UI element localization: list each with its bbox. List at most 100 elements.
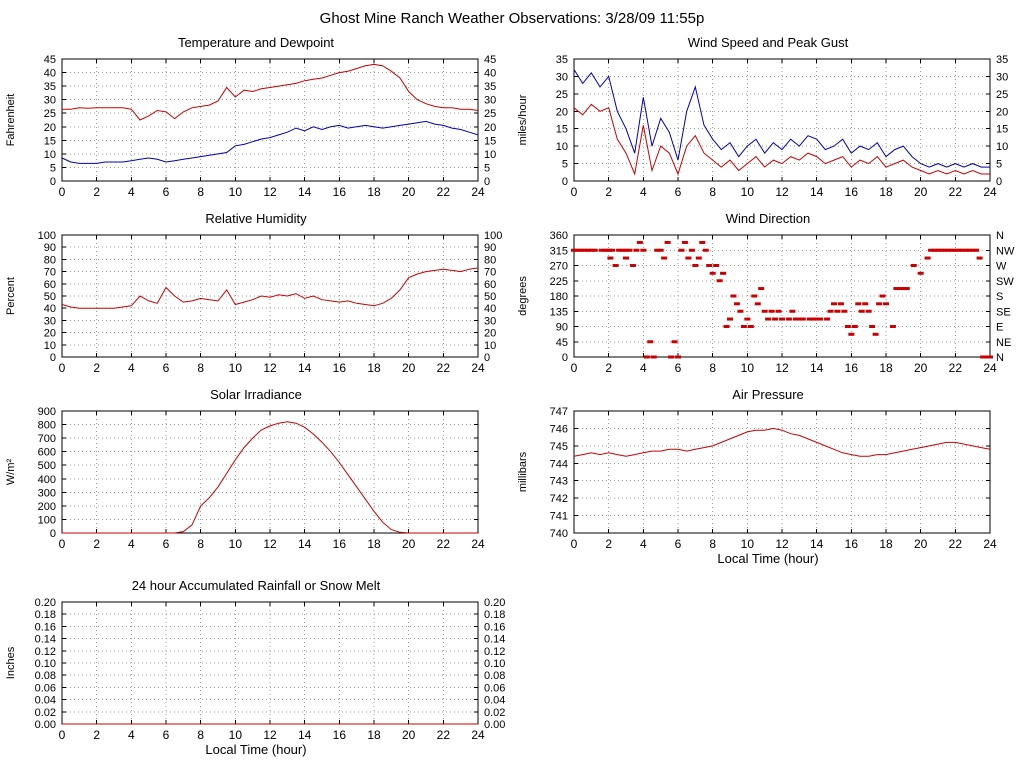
svg-text:24: 24	[471, 728, 485, 742]
svg-text:100: 100	[38, 230, 56, 242]
svg-text:50: 50	[484, 291, 496, 303]
svg-text:12: 12	[775, 185, 789, 199]
svg-text:0.06: 0.06	[35, 682, 56, 694]
svg-text:22: 22	[949, 185, 963, 199]
svg-text:10: 10	[229, 361, 243, 375]
svg-text:18: 18	[367, 728, 381, 742]
svg-text:22: 22	[437, 185, 451, 199]
svg-text:8: 8	[197, 361, 204, 375]
svg-text:25: 25	[556, 89, 568, 101]
svg-text:0: 0	[50, 352, 56, 364]
svg-text:45: 45	[484, 54, 496, 66]
svg-text:22: 22	[437, 361, 451, 375]
svg-text:18: 18	[367, 185, 381, 199]
svg-text:6: 6	[163, 537, 170, 551]
svg-text:SE: SE	[996, 306, 1011, 318]
svg-text:360: 360	[550, 230, 568, 242]
svg-text:10: 10	[741, 537, 755, 551]
chart-temperature-dewpoint: Temperature and Dewpoint 0 2 4 6 8 10 12 14 16 18…	[0, 33, 512, 199]
svg-text:NW: NW	[996, 245, 1015, 257]
svg-text:746: 746	[550, 423, 568, 435]
svg-text:12: 12	[263, 361, 277, 375]
svg-text:0.00: 0.00	[35, 719, 56, 731]
svg-text:12: 12	[263, 537, 277, 551]
svg-text:E: E	[996, 322, 1003, 334]
svg-text:2: 2	[605, 185, 612, 199]
chart-wind-speed-gust: Wind Speed and Peak Gust 0 2 4 6 8 10 12 14 16 18…	[512, 33, 1024, 199]
svg-text:18: 18	[367, 361, 381, 375]
svg-text:8: 8	[709, 537, 716, 551]
svg-text:0: 0	[59, 361, 66, 375]
svg-text:14: 14	[298, 537, 312, 551]
svg-text:0.20: 0.20	[35, 597, 56, 609]
svg-text:15: 15	[996, 124, 1008, 136]
svg-text:22: 22	[437, 537, 451, 551]
svg-text:0.16: 0.16	[35, 621, 56, 633]
rainfall-chart-title: 24 hour Accumulated Rainfall or Snow Mel…	[131, 578, 381, 593]
svg-text:744: 744	[550, 458, 568, 470]
svg-text:Inches: Inches	[5, 646, 17, 679]
svg-text:900: 900	[38, 406, 56, 418]
svg-text:8: 8	[197, 185, 204, 199]
svg-text:40: 40	[484, 303, 496, 315]
svg-text:0: 0	[59, 185, 66, 199]
svg-text:70: 70	[44, 267, 56, 279]
svg-text:315: 315	[550, 245, 568, 257]
svg-text:30: 30	[484, 95, 496, 107]
svg-text:25: 25	[484, 108, 496, 120]
svg-text:20: 20	[402, 728, 416, 742]
svg-text:600: 600	[38, 447, 56, 459]
svg-text:300: 300	[38, 487, 56, 499]
svg-text:400: 400	[38, 474, 56, 486]
svg-text:30: 30	[996, 71, 1008, 83]
svg-text:0.02: 0.02	[35, 707, 56, 719]
svg-text:10: 10	[996, 141, 1008, 153]
svg-text:0: 0	[50, 176, 56, 188]
svg-text:10: 10	[556, 141, 568, 153]
svg-text:100: 100	[484, 230, 502, 242]
chart-relative-humidity: Relative Humidity 0 2 4 6 8 10 12 14 16 18 20 22 24 0…	[0, 209, 512, 375]
svg-text:90: 90	[556, 322, 568, 334]
svg-text:4: 4	[128, 728, 135, 742]
chart-solar-irradiance: Solar Irradiance 0 2 4 6 8 10 12 14 16 18 20 22 24 0 1…	[0, 385, 512, 566]
svg-text:10: 10	[484, 149, 496, 161]
svg-text:6: 6	[163, 185, 170, 199]
solar-irradiance-plot: 0 2 4 6 8 10 12 14 16 18 20 22 240100200300400500600…	[5, 406, 485, 551]
svg-text:40: 40	[44, 303, 56, 315]
svg-text:743: 743	[550, 476, 568, 488]
svg-text:742: 742	[550, 493, 568, 505]
svg-text:180: 180	[550, 291, 568, 303]
svg-text:14: 14	[810, 185, 824, 199]
svg-text:6: 6	[163, 361, 170, 375]
svg-text:20: 20	[402, 361, 416, 375]
svg-text:4: 4	[128, 361, 135, 375]
svg-text:0.12: 0.12	[484, 646, 505, 658]
svg-text:10: 10	[741, 361, 755, 375]
svg-text:10: 10	[229, 728, 243, 742]
svg-text:25: 25	[996, 89, 1008, 101]
svg-text:20: 20	[484, 328, 496, 340]
svg-text:16: 16	[333, 537, 347, 551]
svg-text:20: 20	[44, 122, 56, 134]
svg-text:18: 18	[879, 185, 893, 199]
page-title: Ghost Mine Ranch Weather Observations: 3…	[319, 10, 705, 27]
svg-text:0.12: 0.12	[35, 646, 56, 658]
svg-text:degrees: degrees	[517, 276, 529, 316]
svg-text:24: 24	[983, 537, 997, 551]
svg-text:0.18: 0.18	[35, 609, 56, 621]
svg-text:14: 14	[810, 361, 824, 375]
svg-text:0: 0	[571, 185, 578, 199]
svg-text:12: 12	[263, 185, 277, 199]
x-axis-label: Local Time (hour)	[205, 742, 307, 757]
svg-text:700: 700	[38, 433, 56, 445]
solar-chart-title: Solar Irradiance	[210, 387, 302, 402]
svg-text:2: 2	[93, 728, 100, 742]
svg-text:270: 270	[550, 261, 568, 273]
svg-text:20: 20	[914, 185, 928, 199]
chart-air-pressure: Air Pressure 0 2 4 6 8 10 12 14 16 18 20 22 24 740 741…	[512, 385, 1024, 566]
svg-text:8: 8	[197, 537, 204, 551]
svg-text:747: 747	[550, 406, 568, 418]
svg-text:0: 0	[996, 176, 1002, 188]
svg-text:millibars: millibars	[517, 451, 529, 492]
